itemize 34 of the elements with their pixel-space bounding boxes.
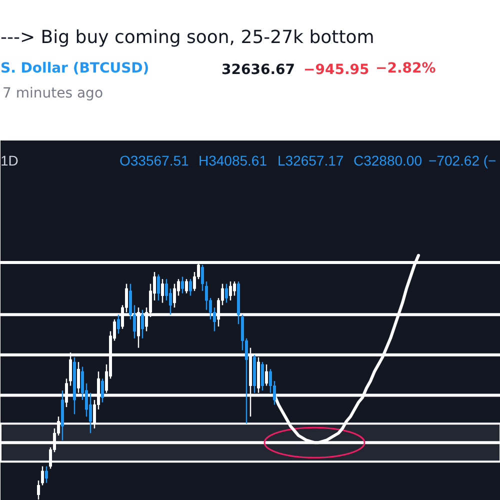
- candlestick: [265, 364, 268, 386]
- text: L32657.17: [278, 152, 344, 168]
- candlestick: [189, 278, 192, 296]
- candlestick: [157, 274, 160, 302]
- text: S. Dollar (BTCUSD): [0, 60, 150, 76]
- text: 7 minutes ago: [2, 86, 104, 102]
- candlestick: [205, 280, 208, 310]
- candlestick: [229, 280, 232, 302]
- text: C32880.00: [354, 152, 422, 168]
- candlestick: [161, 278, 164, 304]
- text: O33567.51: [120, 152, 189, 168]
- candlestick: [165, 278, 168, 302]
- text: H34085.61: [198, 152, 268, 168]
- candlestick: [201, 264, 204, 292]
- candlestick: [225, 283, 228, 304]
- candlestick: [181, 276, 184, 294]
- text: −702.62 (−: [428, 152, 496, 168]
- chart-title: ---> Big buy coming soon, 25-27k bottom: [0, 27, 374, 48]
- candlestick: [37, 480, 40, 500]
- candlestick: [45, 466, 48, 484]
- candlestick: [185, 278, 188, 294]
- candlestick: [117, 314, 120, 334]
- candlestick: [173, 283, 176, 308]
- text: −2.82%: [376, 60, 436, 76]
- candlestick: [233, 280, 236, 296]
- candlestick: [89, 392, 92, 434]
- text: −945.95: [304, 62, 370, 78]
- candlestick: [101, 378, 104, 403]
- candlestick: [261, 361, 264, 392]
- text: 1D: [0, 152, 18, 168]
- text: 32636.67: [222, 62, 296, 78]
- candlestick: [141, 309, 144, 339]
- candlestick: [169, 288, 172, 316]
- candlestick: [41, 466, 44, 486]
